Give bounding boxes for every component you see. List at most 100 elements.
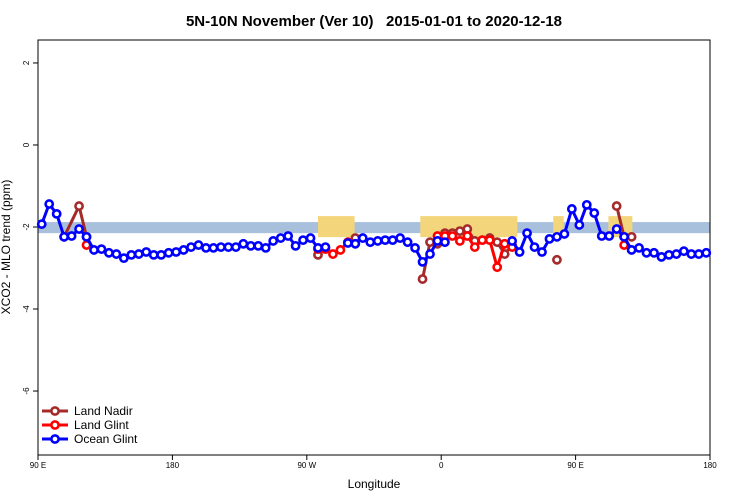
data-point — [678, 246, 689, 257]
data-point — [514, 247, 525, 257]
x-axis-label: Longitude — [348, 477, 401, 491]
data-point — [320, 242, 331, 252]
y-tick-label: -2 — [22, 223, 31, 231]
land-span — [318, 216, 355, 238]
data-point — [507, 236, 518, 246]
ocean-band — [38, 222, 710, 234]
legend-label: Land Nadir — [74, 404, 133, 418]
data-point — [298, 235, 308, 246]
data-point — [641, 247, 652, 258]
data-point — [118, 253, 129, 264]
data-point — [454, 236, 465, 246]
data-point — [529, 242, 540, 252]
data-point — [619, 231, 630, 242]
data-point — [260, 243, 271, 253]
data-point — [342, 238, 353, 248]
land-span — [553, 216, 564, 238]
data-point — [74, 224, 84, 234]
data-point — [313, 243, 323, 253]
data-point — [402, 237, 413, 248]
data-point — [380, 235, 391, 246]
y-tick-label: -4 — [22, 305, 31, 313]
data-point — [589, 208, 600, 218]
data-point — [544, 233, 555, 244]
data-point — [335, 245, 346, 255]
data-point — [216, 242, 226, 252]
data-point — [559, 229, 570, 239]
data-point — [656, 252, 667, 262]
legend-marker — [50, 420, 60, 430]
x-tick-label: 90 E — [567, 461, 583, 470]
data-point — [432, 236, 443, 246]
data-point — [245, 240, 256, 251]
data-point — [141, 247, 152, 257]
data-point — [328, 249, 338, 259]
data-point — [133, 249, 144, 259]
data-point — [552, 231, 562, 242]
data-point — [51, 208, 62, 219]
data-point — [626, 231, 637, 242]
data-point — [552, 254, 562, 265]
data-point — [193, 240, 204, 250]
data-point — [686, 249, 697, 259]
data-point — [425, 237, 435, 248]
data-point — [410, 243, 420, 253]
y-axis-label: XCO2 - MLO trend (ppm) — [0, 180, 13, 315]
data-point — [484, 235, 495, 246]
data-point — [365, 237, 376, 248]
data-point — [253, 240, 264, 251]
data-point — [417, 256, 428, 267]
data-point — [440, 237, 450, 248]
plot-frame — [37, 39, 711, 456]
data-point — [664, 249, 674, 260]
data-point — [208, 243, 219, 253]
data-point — [395, 233, 406, 243]
data-point — [268, 236, 279, 246]
data-point — [290, 240, 301, 251]
data-point — [201, 243, 211, 253]
data-point — [611, 224, 622, 234]
data-point — [89, 245, 99, 255]
data-point — [171, 247, 182, 257]
data-point — [693, 249, 704, 259]
data-point — [163, 247, 174, 258]
data-point — [223, 242, 234, 252]
data-point — [111, 249, 122, 259]
data-point — [634, 243, 644, 253]
chart-title: 5N-10N November (Ver 10) 2015-01-01 to 2… — [186, 13, 562, 30]
data-point — [596, 231, 607, 241]
data-point — [417, 274, 428, 284]
data-point — [283, 231, 294, 241]
data-point — [477, 235, 488, 246]
data-point — [238, 238, 249, 249]
data-point — [96, 244, 107, 255]
x-tick-label: 90 E — [30, 461, 46, 470]
data-point — [81, 231, 92, 242]
data-point — [425, 249, 435, 259]
data-point — [126, 249, 137, 260]
data-point — [387, 235, 398, 246]
data-point — [566, 204, 577, 214]
x-tick-label: 0 — [439, 461, 444, 470]
data-point — [275, 233, 286, 243]
data-point — [372, 236, 383, 246]
data-point — [44, 199, 55, 209]
data-point — [357, 233, 368, 243]
data-point — [611, 201, 622, 211]
data-point — [522, 228, 532, 239]
data-point — [59, 231, 70, 242]
data-point — [36, 219, 47, 230]
data-point — [649, 247, 659, 258]
y-tick-label: 2 — [22, 60, 31, 65]
data-point — [66, 231, 77, 241]
legend-label: Land Glint — [74, 418, 129, 432]
data-point — [462, 231, 473, 241]
data-point — [604, 231, 615, 241]
data-point — [469, 242, 480, 252]
x-tick-label: 180 — [703, 461, 717, 470]
data-point — [156, 249, 167, 260]
data-point — [574, 220, 585, 230]
y-tick-label: 0 — [22, 142, 31, 147]
data-point — [74, 201, 84, 211]
